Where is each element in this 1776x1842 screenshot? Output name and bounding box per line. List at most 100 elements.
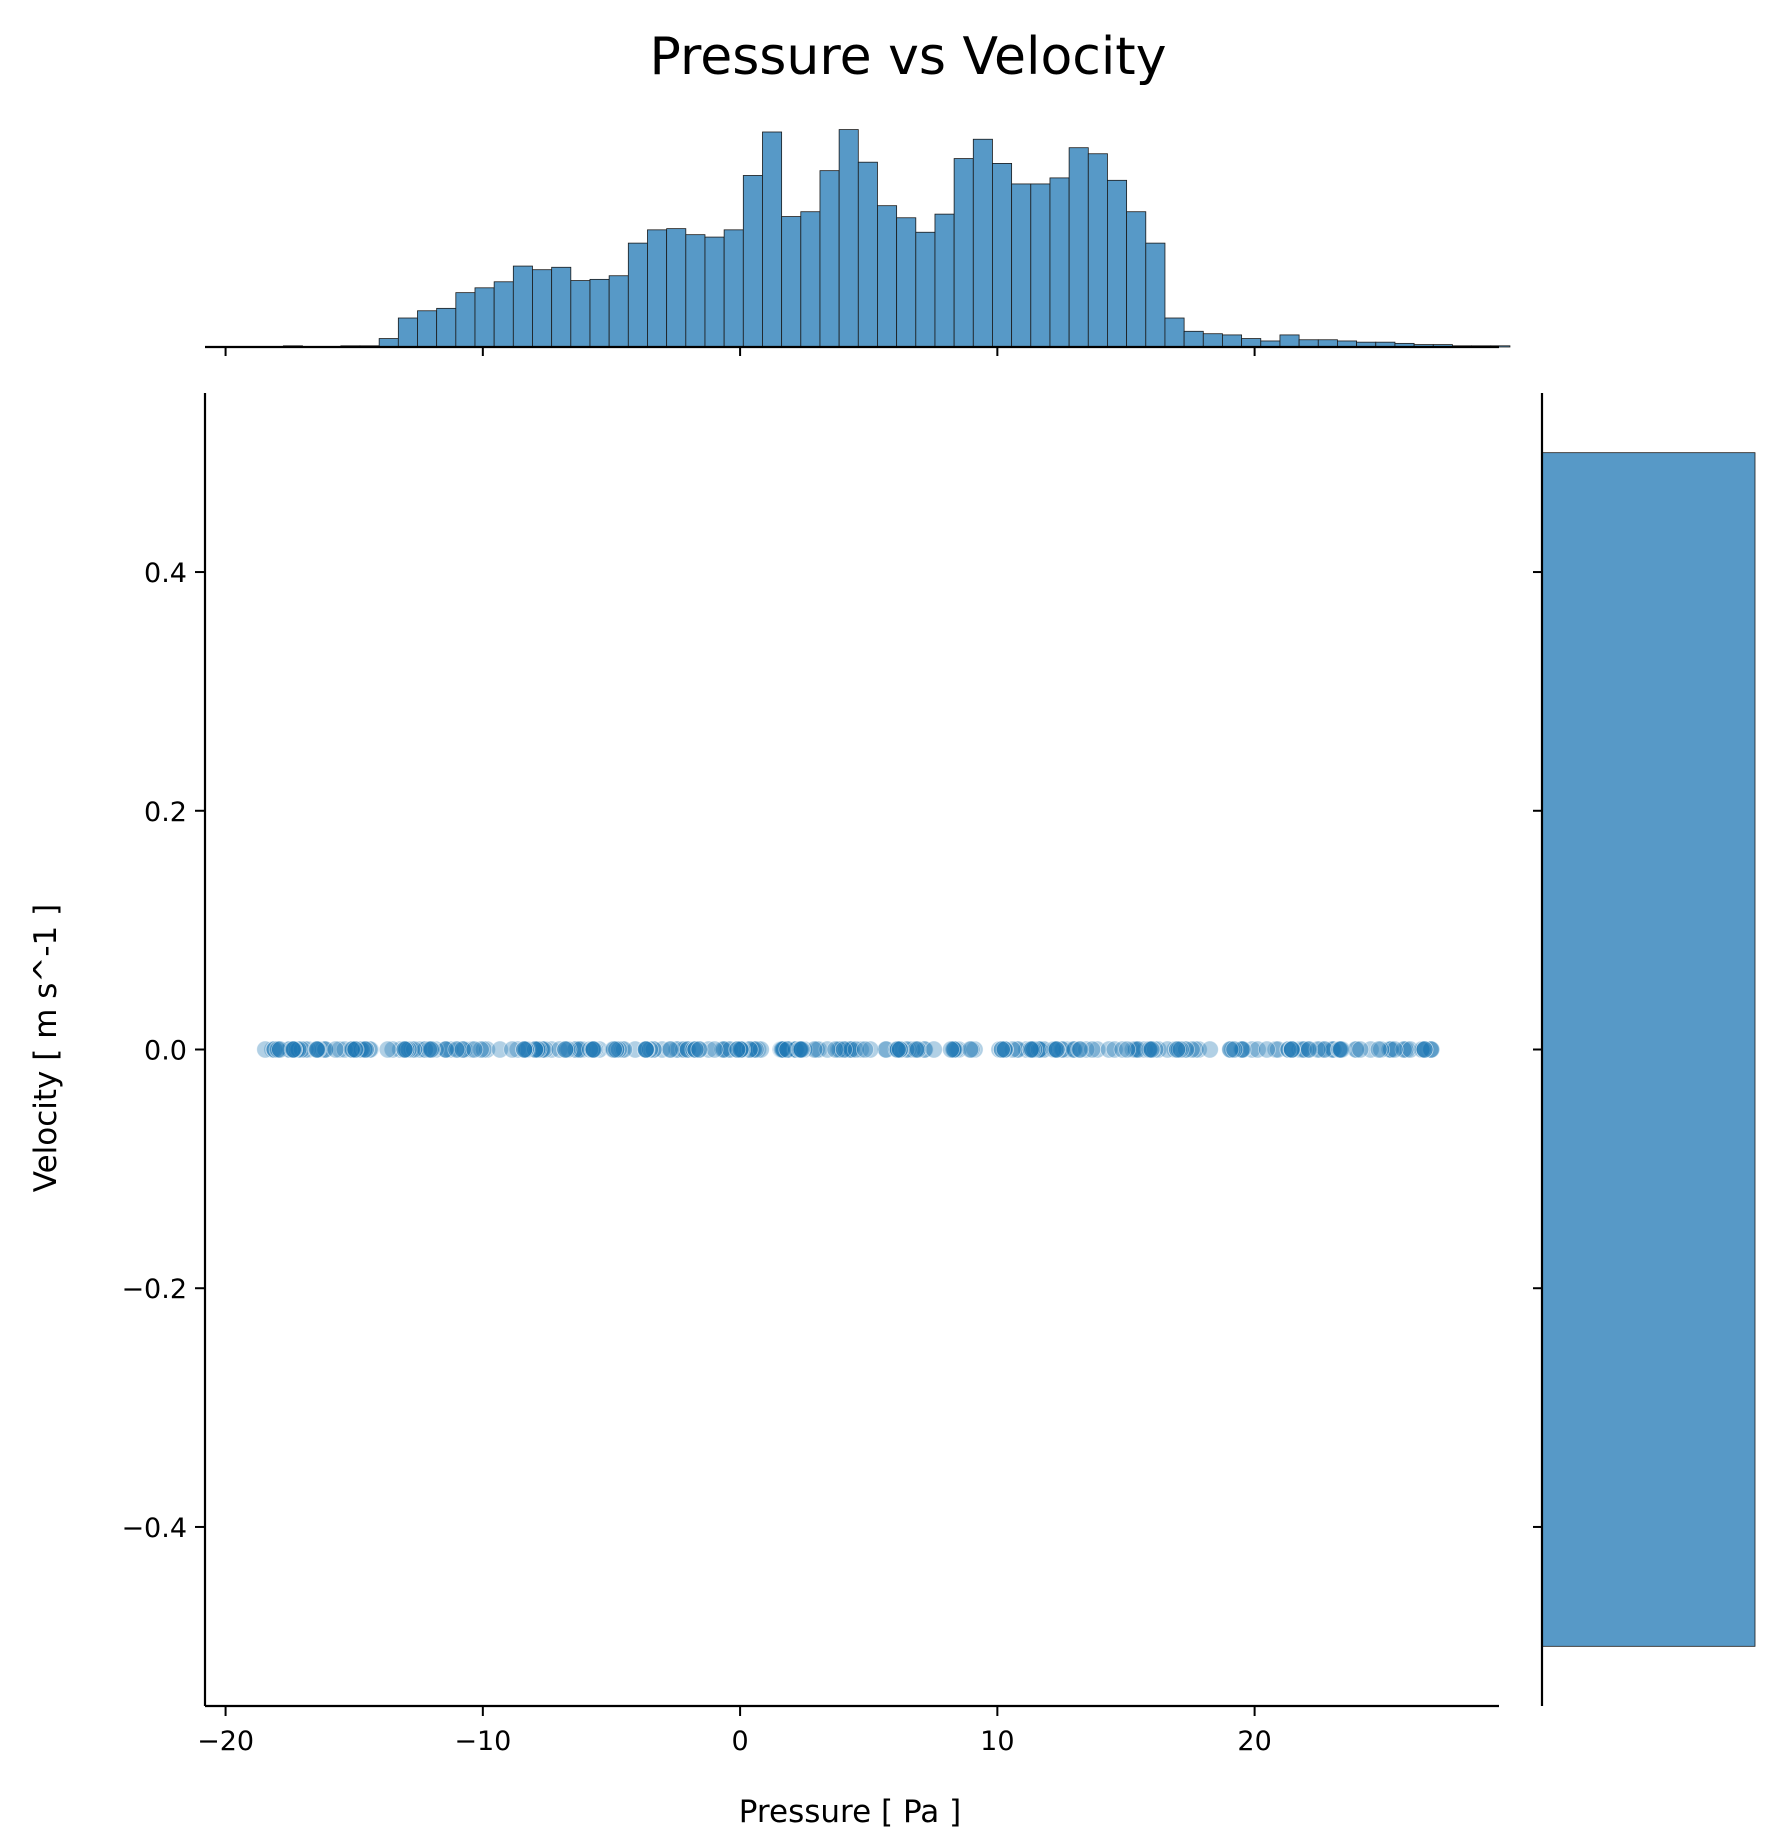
scatter-point xyxy=(1315,1040,1334,1059)
scatter-point xyxy=(925,1040,943,1059)
y-axis-ticks: 0.4 0.2 0.0 −0.2 −0.4 xyxy=(121,558,205,1544)
histogram-bar xyxy=(417,310,438,348)
scatter-point xyxy=(1221,1040,1240,1059)
scatter-point xyxy=(416,1040,435,1059)
scatter-point xyxy=(686,1040,705,1059)
histogram-bar xyxy=(953,158,974,348)
scatter-point xyxy=(1361,1040,1380,1059)
scatter-point xyxy=(342,1040,361,1059)
scatter-point xyxy=(903,1040,922,1059)
scatter-point xyxy=(471,1040,490,1059)
scatter-point xyxy=(1283,1040,1301,1059)
histogram-bar xyxy=(1030,183,1051,348)
scatter-point xyxy=(447,1040,466,1059)
scatter-point xyxy=(356,1040,375,1059)
histogram-bar xyxy=(378,338,399,348)
histogram-bar xyxy=(915,231,936,348)
histogram-bar xyxy=(1241,338,1262,348)
histogram-bar xyxy=(857,161,878,348)
scatter-point xyxy=(1168,1040,1187,1059)
histogram-bar xyxy=(896,217,917,348)
histogram-bar xyxy=(762,131,783,348)
histogram-bar xyxy=(1011,183,1032,348)
scatter-point xyxy=(615,1040,633,1059)
scatter-point xyxy=(791,1040,810,1059)
scatter-point xyxy=(426,1040,445,1059)
x-tick-label: −10 xyxy=(454,1726,511,1757)
scatter-point xyxy=(1332,1040,1350,1059)
scatter-point xyxy=(1300,1040,1319,1059)
x-tick-label: 20 xyxy=(1237,1726,1271,1757)
scatter-point xyxy=(888,1040,907,1059)
scatter-point xyxy=(378,1040,397,1059)
histogram-bar xyxy=(972,138,993,348)
histogram-bar xyxy=(742,175,763,348)
y-marginal-histogram xyxy=(1533,393,1756,1706)
histogram-bar xyxy=(992,163,1013,348)
scatter-point xyxy=(1047,1040,1066,1059)
scatter-point xyxy=(961,1040,980,1059)
scatter-point xyxy=(856,1040,874,1059)
scatter-point xyxy=(1142,1040,1161,1059)
histogram-bar xyxy=(1164,317,1185,348)
x-marginal-histogram xyxy=(205,129,1511,356)
scatter-point xyxy=(526,1040,544,1059)
scatter-point xyxy=(751,1040,770,1059)
scatter-point xyxy=(818,1040,837,1059)
scatter-point xyxy=(1065,1040,1083,1059)
scatter-point xyxy=(491,1040,509,1059)
histogram-bar xyxy=(800,211,821,348)
scatter-point xyxy=(605,1040,623,1059)
histogram-bar xyxy=(589,278,610,348)
scatter-point xyxy=(556,1040,575,1059)
scatter-point xyxy=(308,1040,326,1059)
y-tick-label: 0.2 xyxy=(144,797,187,828)
y-tick-label: 0.0 xyxy=(144,1036,187,1067)
histogram-bar xyxy=(781,216,802,348)
scatter-point xyxy=(1243,1040,1261,1059)
x-tick-label: −20 xyxy=(197,1726,254,1757)
scatter-point xyxy=(778,1040,797,1059)
scatter-point xyxy=(728,1040,747,1059)
scatter-point xyxy=(705,1040,724,1059)
scatter-point xyxy=(271,1040,289,1059)
scatter-point xyxy=(395,1040,414,1059)
scatter-point xyxy=(283,1040,302,1059)
scatter-point xyxy=(1258,1040,1276,1059)
histogram-bar xyxy=(685,234,706,348)
scatter-point xyxy=(1017,1040,1036,1059)
scatter-point xyxy=(421,1040,440,1059)
histogram-bar xyxy=(551,266,572,348)
scatter-point xyxy=(405,1040,423,1059)
histogram-bar xyxy=(723,229,744,348)
scatter-point xyxy=(907,1040,926,1059)
scatter-point xyxy=(1118,1040,1137,1059)
scatter-point xyxy=(289,1040,308,1059)
histogram-bar xyxy=(877,205,898,348)
y-tick-label: 0.4 xyxy=(144,558,187,589)
scatter-point xyxy=(805,1040,824,1059)
histogram-bar xyxy=(570,280,591,348)
scatter-point xyxy=(465,1040,484,1059)
histogram-bar xyxy=(493,281,514,348)
scatter-point xyxy=(1385,1040,1404,1059)
scatter-point xyxy=(515,1040,534,1059)
scatter-point xyxy=(1269,1040,1287,1059)
scatter-point xyxy=(1248,1040,1267,1059)
x-tick-label: 10 xyxy=(980,1726,1014,1757)
scatter-points xyxy=(256,1040,1441,1059)
scatter-point xyxy=(584,1040,603,1059)
scatter-point xyxy=(835,1040,853,1059)
scatter-point xyxy=(1369,1040,1388,1059)
scatter-point xyxy=(1415,1040,1434,1059)
histogram-bar xyxy=(455,292,476,348)
scatter-point xyxy=(942,1040,960,1059)
scatter-point xyxy=(661,1040,680,1059)
scatter-point xyxy=(346,1040,365,1059)
histogram-bar xyxy=(647,229,668,348)
scatter-point xyxy=(830,1040,849,1059)
histogram-bar xyxy=(1145,242,1166,348)
histogram-bar xyxy=(1541,452,1756,1647)
scatter-point xyxy=(746,1040,765,1059)
histogram-bar xyxy=(1202,333,1223,348)
